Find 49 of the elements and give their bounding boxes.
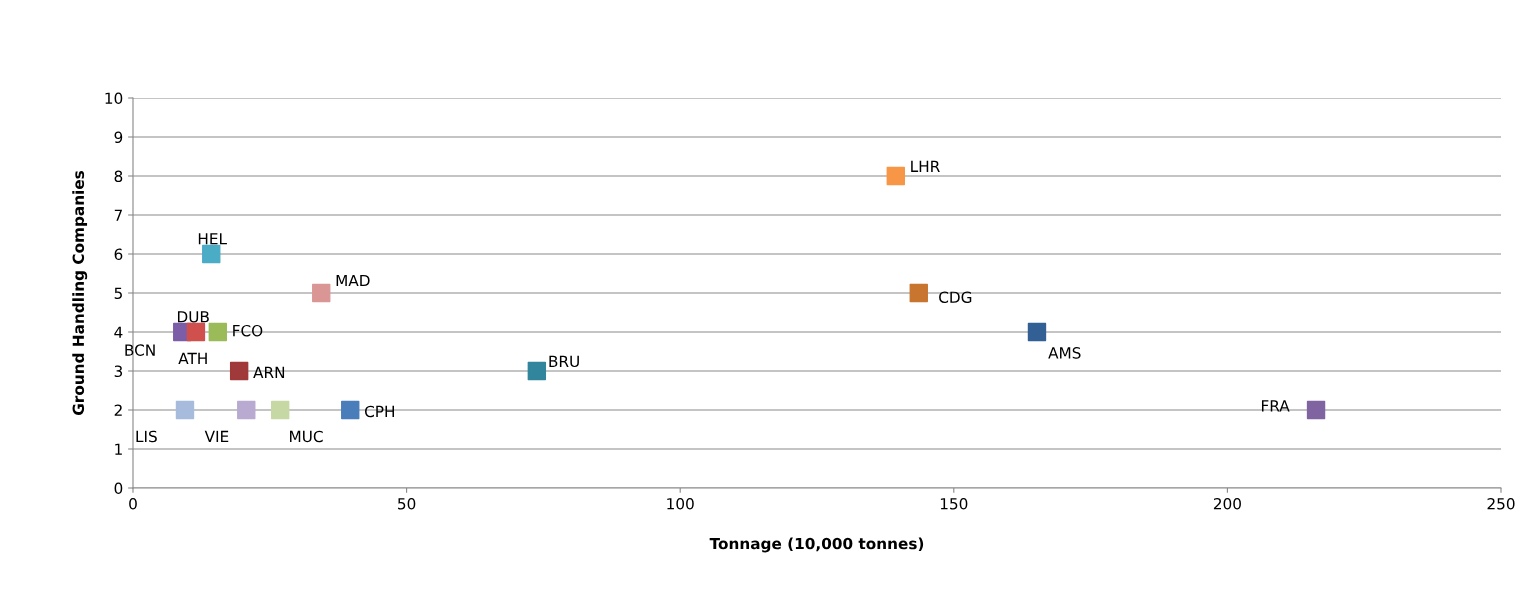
annotation: CDG [939,291,972,303]
y-tick-label: 6 [114,248,123,261]
y-tick-label: 7 [114,209,122,221]
y-tick-label: 10 [105,92,123,105]
y-tick-label: 8 [114,170,123,183]
point [886,166,905,186]
annotation: LIS [136,430,157,443]
annotation: CPH [364,405,394,418]
y-tick-label: 1 [115,443,122,455]
point [909,283,928,303]
annotation: VIE [204,430,229,442]
point [341,400,360,420]
x-tick-label: 250 [1487,497,1515,510]
annotation: LHR [911,160,940,172]
annotation: HEL [198,233,227,245]
annotation: FRA [1261,400,1290,412]
point [1027,322,1047,342]
point [1306,400,1326,420]
point [312,283,331,303]
annotation: ARN [253,366,285,378]
point [208,322,228,342]
point [186,322,206,342]
y-tick-label: 9 [114,131,123,144]
annotation: ATH [178,352,207,364]
point [237,400,256,420]
annotation: MAD [336,274,370,287]
y-tick-label: 2 [114,404,122,416]
x-axis-title: Tonnage (10,000 tonnes) [709,537,924,553]
y-tick-label: 4 [114,326,123,338]
annotation: BCN [125,344,155,356]
x-tick-label: 150 [940,497,968,510]
point [229,361,249,381]
point [270,400,290,420]
y-axis-title: Ground Handling Companies [72,170,88,415]
x-tick-label: 200 [1213,497,1241,510]
annotation: AMS [1048,347,1081,359]
y-tick-label: 0 [114,482,123,495]
x-tick-label: 0 [129,497,137,510]
annotation: BRU [549,355,579,368]
y-tick-label: 5 [114,287,122,300]
x-tick-label: 100 [667,497,694,510]
point [175,400,195,420]
x-tick-label: 50 [398,497,416,510]
point [527,361,547,381]
y-tick-label: 3 [114,365,123,378]
annotation: FCO [233,324,263,337]
annotation: MUC [290,430,323,443]
annotation: DUB [177,311,209,323]
point [202,244,221,264]
